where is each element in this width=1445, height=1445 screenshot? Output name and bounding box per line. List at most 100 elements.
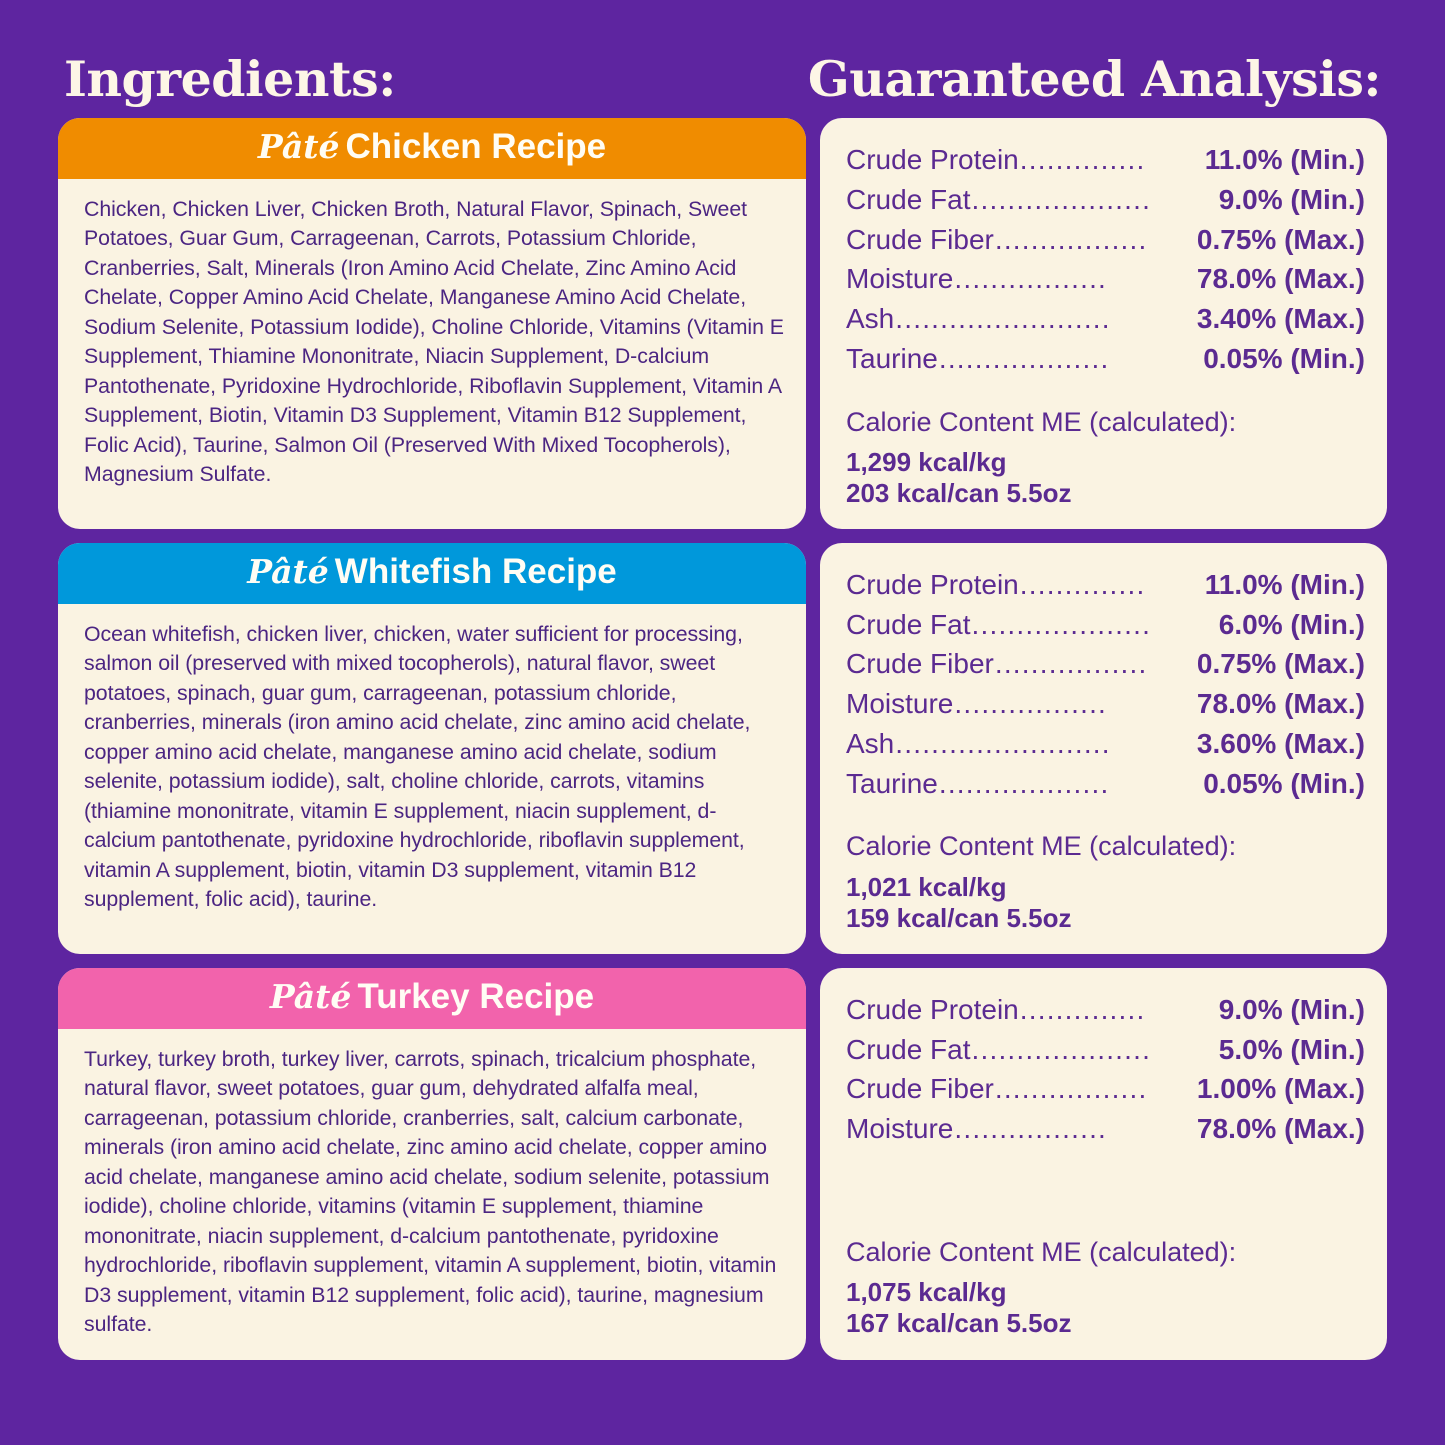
analysis-row: Crude Protein.............. 11.0% (Min.) [846, 140, 1365, 180]
leader-dots: ................. [954, 1113, 1108, 1145]
analysis-row: Crude Protein.............. 9.0% (Min.) [846, 990, 1365, 1030]
recipe-section-turkey: Pâté Turkey Recipe Turkey, turkey broth, … [58, 967, 1387, 1360]
analysis-row: Moisture................. 78.0% (Max.) [846, 1109, 1365, 1149]
leader-dots: ................. [994, 1073, 1148, 1105]
analysis-value: 0.75% (Max.) [1196, 648, 1365, 680]
analysis-card-whitefish: Crude Protein.............. 11.0% (Min.) C… [820, 542, 1387, 954]
analysis-column-chicken: Crude Protein.............. 11.0% (Min.) C… [820, 118, 1387, 529]
calorie-title-chicken: Calorie Content ME (calculated): [846, 406, 1237, 437]
pate-label: Pâté [247, 551, 329, 591]
leader-dots: .................... [971, 1033, 1152, 1065]
calorie-per-kg-whitefish: 1,021 kcal/kg [846, 871, 1007, 902]
analysis-row: Crude Fat.................... 9.0% (Min.) [846, 180, 1365, 220]
spacer [846, 807, 1365, 815]
spacer [846, 383, 1365, 391]
calorie-per-kg-turkey: 1,075 kcal/kg [846, 1277, 1007, 1308]
analysis-value: 0.05% (Min.) [1203, 767, 1365, 799]
leader-dots: ........................ [895, 303, 1111, 334]
analysis-row: Crude Fat.................... 6.0% (Min.) [846, 605, 1365, 645]
analysis-label: Moisture [846, 688, 954, 720]
ingredients-card-turkey: Pâté Turkey Recipe Turkey, turkey broth, … [58, 967, 806, 1360]
leader-dots: .............. [1019, 568, 1146, 600]
calorie-per-can-turkey: 167 kcal/can 5.5oz [846, 1308, 1072, 1339]
leader-dots: .................... [971, 183, 1152, 215]
ingredients-text-chicken: Chicken, Chicken Liver, Chicken Broth, N… [84, 196, 784, 487]
analysis-rows-chicken: Crude Protein.............. 11.0% (Min.) C… [846, 140, 1365, 379]
analysis-label: Ash [846, 303, 895, 334]
leader-dots: .............. [1019, 144, 1146, 175]
recipe-name: Whitefish Recipe [334, 551, 617, 591]
analysis-rows-turkey: Crude Protein.............. 9.0% (Min.) Cr… [846, 990, 1365, 1149]
calorie-per-can-chicken: 203 kcal/can 5.5oz [846, 477, 1072, 508]
spacer [846, 1153, 1365, 1221]
analysis-label: Moisture [846, 1113, 954, 1145]
ingredients-heading: Ingredients: [64, 50, 396, 108]
pate-label: Pâté [257, 127, 340, 166]
leader-dots: .............. [1019, 993, 1146, 1025]
calorie-per-can-whitefish: 159 kcal/can 5.5oz [846, 902, 1072, 933]
analysis-row: Ash........................ 3.60% (Max.) [846, 724, 1365, 764]
analysis-label: Crude Fat [846, 608, 971, 640]
leader-dots: .................... [971, 608, 1152, 640]
analysis-label: Crude Fiber [846, 648, 994, 680]
analysis-value: 78.0% (Max.) [1196, 1113, 1365, 1145]
analysis-column-turkey: Crude Protein.............. 9.0% (Min.) Cr… [820, 967, 1387, 1360]
ingredients-text-whitefish: Ocean whitefish, chicken liver, chicken,… [84, 621, 751, 912]
leader-dots: ................. [994, 223, 1148, 255]
analysis-value: 3.40% (Max.) [1196, 303, 1365, 334]
analysis-value: 1.00% (Max.) [1196, 1073, 1365, 1105]
analysis-card-turkey: Crude Protein.............. 9.0% (Min.) Cr… [820, 967, 1387, 1360]
analysis-label: Taurine [846, 342, 938, 374]
calorie-title-whitefish: Calorie Content ME (calculated): [846, 831, 1237, 862]
analysis-label: Crude Protein [846, 993, 1019, 1025]
leader-dots: ................. [954, 263, 1108, 295]
analysis-row: Moisture................. 78.0% (Max.) [846, 259, 1365, 299]
guaranteed-analysis-heading: Guaranteed Analysis: [807, 50, 1382, 108]
pate-label: Pâté [269, 976, 352, 1016]
analysis-value: 0.05% (Min.) [1203, 342, 1365, 374]
analysis-value: 3.60% (Max.) [1196, 727, 1365, 759]
analysis-value: 5.0% (Min.) [1218, 1033, 1365, 1065]
leader-dots: ................. [994, 648, 1148, 680]
leader-dots: ................. [954, 688, 1108, 720]
analysis-label: Crude Protein [846, 144, 1019, 175]
analysis-label: Crude Fiber [846, 223, 994, 255]
analysis-label: Crude Fiber [846, 1073, 994, 1105]
analysis-row: Crude Protein.............. 11.0% (Min.) [846, 565, 1365, 605]
ingredients-column-turkey: Pâté Turkey Recipe Turkey, turkey broth, … [58, 967, 806, 1360]
analysis-value: 11.0% (Min.) [1204, 568, 1365, 600]
analysis-column-whitefish: Crude Protein.............. 11.0% (Min.) C… [820, 542, 1387, 954]
analysis-value: 0.75% (Max.) [1196, 223, 1365, 255]
leader-dots: ................... [938, 342, 1110, 374]
page-headings: Ingredients: Guaranteed Analysis: [58, 0, 1387, 118]
recipe-header-chicken: Pâté Chicken Recipe [58, 118, 806, 179]
recipe-header-whitefish: Pâté Whitefish Recipe [58, 542, 806, 604]
analysis-label: Moisture [846, 263, 954, 295]
analysis-row: Moisture................. 78.0% (Max.) [846, 684, 1365, 724]
analysis-value: 78.0% (Max.) [1196, 263, 1365, 295]
recipe-header-turkey: Pâté Turkey Recipe [58, 967, 806, 1029]
ingredients-column-chicken: Pâté Chicken Recipe Chicken, Chicken Live… [58, 118, 806, 529]
analysis-value: 6.0% (Min.) [1218, 608, 1365, 640]
analysis-card-chicken: Crude Protein.............. 11.0% (Min.) C… [820, 118, 1387, 529]
ingredients-column-whitefish: Pâté Whitefish Recipe Ocean whitefish, ch… [58, 542, 806, 954]
leader-dots: ........................ [895, 727, 1111, 759]
analysis-row: Crude Fiber................. 1.00% (Max.) [846, 1069, 1365, 1109]
analysis-label: Taurine [846, 767, 938, 799]
recipe-name: Turkey Recipe [357, 976, 595, 1016]
analysis-row: Taurine................... 0.05% (Min.) [846, 339, 1365, 379]
calorie-title-turkey: Calorie Content ME (calculated): [846, 1237, 1237, 1268]
calorie-per-kg-chicken: 1,299 kcal/kg [846, 446, 1007, 477]
analysis-row: Ash........................ 3.40% (Max.) [846, 299, 1365, 339]
ingredients-card-whitefish: Pâté Whitefish Recipe Ocean whitefish, ch… [58, 542, 806, 954]
analysis-row: Taurine................... 0.05% (Min.) [846, 764, 1365, 804]
leader-dots: ................... [938, 767, 1110, 799]
ingredients-card-chicken: Pâté Chicken Recipe Chicken, Chicken Live… [58, 118, 806, 529]
analysis-row: Crude Fiber................. 0.75% (Max.) [846, 644, 1365, 684]
ingredients-text-turkey: Turkey, turkey broth, turkey liver, carr… [84, 1046, 777, 1337]
recipe-section-whitefish: Pâté Whitefish Recipe Ocean whitefish, ch… [58, 542, 1387, 954]
analysis-value: 78.0% (Max.) [1196, 688, 1365, 720]
analysis-label: Crude Protein [846, 568, 1019, 600]
analysis-rows-whitefish: Crude Protein.............. 11.0% (Min.) C… [846, 565, 1365, 804]
